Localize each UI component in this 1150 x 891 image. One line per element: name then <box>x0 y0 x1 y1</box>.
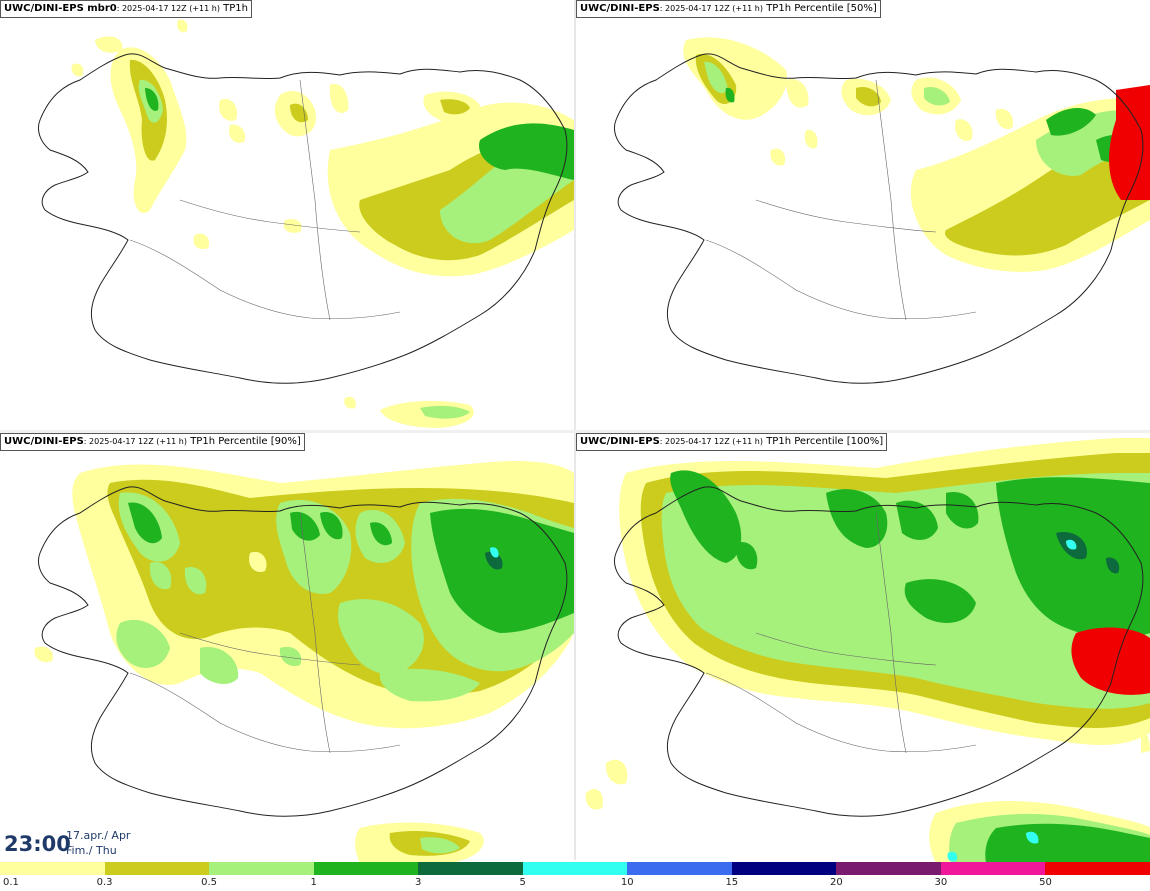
legend-label: 0.3 <box>96 877 113 888</box>
precip-map <box>37 19 574 428</box>
legend-label: 20 <box>829 877 843 888</box>
coastline <box>613 486 1144 817</box>
legend-swatch <box>627 862 732 875</box>
coastline <box>37 486 568 817</box>
panel-run: 2025-04-17 12Z (+11 h) <box>89 437 187 446</box>
panel-title: UWC/DINI-EPS: 2025-04-17 12Z (+11 h) TP1… <box>576 433 888 451</box>
legend-swatch <box>418 862 523 875</box>
legend-label: 5 <box>519 877 526 888</box>
panel-title: UWC/DINI-EPS mbr0: 2025-04-17 12Z (+11 h… <box>0 0 252 18</box>
panel-field: TP1h Percentile [50%] <box>766 3 877 14</box>
roads <box>705 512 977 754</box>
legend-swatch <box>1045 862 1150 875</box>
map-panel-mbr0: UWC/DINI-EPS mbr0: 2025-04-17 12Z (+11 h… <box>0 0 574 430</box>
panel-field: TP1h Percentile [100%] <box>766 436 884 447</box>
precip-map <box>613 37 1150 384</box>
valid-day: Fim./ Thu <box>66 844 117 857</box>
panel-title: UWC/DINI-EPS: 2025-04-17 12Z (+11 h) TP1… <box>576 0 881 18</box>
panel-run: 2025-04-17 12Z (+11 h) <box>665 437 763 446</box>
legend-bar <box>0 862 1150 875</box>
valid-time: 23:00 <box>4 832 71 856</box>
panel-run: 2025-04-17 12Z (+11 h) <box>665 4 763 13</box>
legend-label: 0.5 <box>201 877 218 888</box>
panel-model: UWC/DINI-EPS <box>4 436 84 447</box>
legend-swatch <box>836 862 941 875</box>
coastline <box>37 53 568 384</box>
legend-label: 50 <box>1039 877 1052 888</box>
roads <box>129 79 401 321</box>
panel-title: UWC/DINI-EPS: 2025-04-17 12Z (+11 h) TP1… <box>0 433 305 451</box>
color-legend: 0.1 0.3 0.5 1 3 5 10 15 20 30 50 <box>0 862 1150 891</box>
legend-label: 1 <box>310 877 317 888</box>
precip-field <box>585 438 1150 863</box>
panel-divider-horizontal <box>0 430 1150 433</box>
coastline <box>613 53 1144 384</box>
panel-field: TP1h Percentile [90%] <box>190 436 301 447</box>
precip-field <box>34 461 574 863</box>
legend-label: 0.1 <box>3 877 19 888</box>
panel-model: UWC/DINI-EPS mbr0 <box>4 3 117 14</box>
map-panel-p100: UWC/DINI-EPS: 2025-04-17 12Z (+11 h) TP1… <box>576 433 1150 863</box>
precip-map <box>585 438 1150 863</box>
precip-field <box>683 37 1150 272</box>
valid-date: 17.apr./ Apr <box>66 829 131 842</box>
roads <box>705 79 977 321</box>
legend-label: 30 <box>934 877 948 888</box>
legend-label: 15 <box>725 877 739 888</box>
roads <box>129 512 401 754</box>
panel-model: UWC/DINI-EPS <box>580 3 660 14</box>
legend-swatch <box>209 862 314 875</box>
legend-swatch <box>313 862 419 875</box>
legend-label: 10 <box>620 877 634 888</box>
legend-swatch <box>0 862 105 875</box>
panel-field: TP1h <box>223 3 248 14</box>
precip-map <box>34 461 574 863</box>
legend-swatch <box>104 862 210 875</box>
map-panel-p50: UWC/DINI-EPS: 2025-04-17 12Z (+11 h) TP1… <box>576 0 1150 430</box>
legend-swatch <box>940 862 1046 875</box>
panel-run: 2025-04-17 12Z (+11 h) <box>121 4 220 13</box>
valid-time-box: 23:00 17.apr./ Apr Fim./ Thu <box>0 826 140 860</box>
legend-label: 3 <box>414 877 422 888</box>
legend-swatch <box>731 862 837 875</box>
legend-swatch <box>522 862 628 875</box>
panel-model: UWC/DINI-EPS <box>580 436 660 447</box>
precip-field <box>71 19 574 428</box>
map-panel-p90: UWC/DINI-EPS: 2025-04-17 12Z (+11 h) TP1… <box>0 433 574 863</box>
